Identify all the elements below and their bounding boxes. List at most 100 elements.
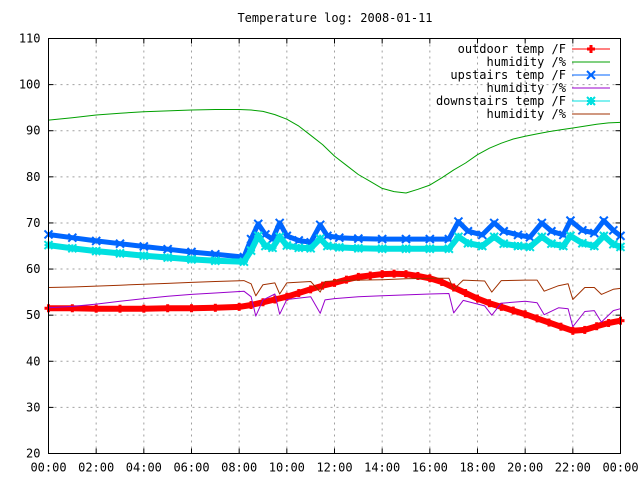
chart-title: Temperature log: 2008-01-11 bbox=[237, 11, 432, 25]
data-point bbox=[210, 256, 221, 266]
data-point bbox=[366, 271, 375, 280]
data-point bbox=[211, 303, 220, 312]
y-tick-label: 90 bbox=[26, 124, 40, 138]
data-point bbox=[353, 243, 364, 254]
y-tick-label: 100 bbox=[19, 78, 41, 92]
x-tick-label: 18:00 bbox=[459, 461, 495, 475]
data-point bbox=[545, 318, 553, 327]
data-point bbox=[489, 218, 499, 228]
data-point bbox=[499, 226, 509, 236]
data-point bbox=[477, 230, 487, 240]
data-point bbox=[390, 269, 399, 278]
data-point bbox=[139, 250, 149, 261]
legend-entry: downstairs temp /F bbox=[436, 94, 610, 108]
y-tick-label: 20 bbox=[26, 447, 40, 461]
data-point bbox=[377, 234, 387, 244]
data-point bbox=[377, 244, 387, 254]
data-point bbox=[260, 241, 271, 251]
data-point bbox=[322, 241, 333, 251]
data-point bbox=[453, 216, 464, 227]
axes: 00:00 02:00 04:00 06:00 08:00 10:00 12:00 14:00… bbox=[19, 32, 639, 475]
data-point bbox=[568, 326, 577, 335]
data-point bbox=[162, 252, 173, 263]
data-point bbox=[92, 304, 101, 313]
data-point bbox=[461, 289, 470, 298]
data-point bbox=[68, 304, 77, 313]
x-tick-label: 06:00 bbox=[173, 461, 209, 475]
legend-label: humidity /% bbox=[487, 55, 567, 69]
legend-entry: humidity /% bbox=[487, 55, 610, 69]
data-point bbox=[294, 235, 304, 246]
y-tick-label: 60 bbox=[26, 262, 40, 276]
data-point bbox=[509, 306, 518, 315]
data-point bbox=[353, 233, 364, 244]
data-point bbox=[294, 289, 303, 298]
legend-marker bbox=[587, 45, 595, 53]
data-point bbox=[477, 241, 487, 251]
legend-marker bbox=[586, 96, 596, 106]
data-point bbox=[577, 238, 588, 248]
data-point bbox=[162, 244, 173, 254]
data-point bbox=[565, 231, 576, 241]
data-point bbox=[499, 238, 509, 249]
data-point bbox=[235, 302, 244, 311]
data-point bbox=[489, 232, 499, 242]
data-point bbox=[187, 304, 196, 313]
data-point bbox=[342, 275, 351, 284]
data-point bbox=[463, 226, 473, 236]
data-point bbox=[556, 322, 565, 331]
data-point bbox=[402, 270, 410, 279]
data-point bbox=[322, 231, 333, 241]
data-point bbox=[558, 241, 569, 251]
data-point bbox=[67, 243, 78, 254]
y-tick-label: 110 bbox=[19, 32, 41, 46]
data-point bbox=[378, 270, 387, 279]
data-point bbox=[115, 248, 125, 259]
data-point bbox=[253, 231, 263, 241]
data-point bbox=[425, 234, 435, 244]
x-tick-label: 08:00 bbox=[221, 461, 257, 475]
data-point bbox=[401, 244, 411, 254]
data-point bbox=[473, 294, 482, 303]
series-line bbox=[48, 290, 621, 328]
y-tick-label: 80 bbox=[26, 170, 40, 184]
data-point bbox=[533, 314, 542, 323]
x-tick-label: 04:00 bbox=[126, 461, 162, 475]
data-point bbox=[294, 243, 304, 253]
data-point bbox=[139, 304, 148, 313]
data-point bbox=[521, 310, 530, 319]
legend-label: outdoor temp /F bbox=[458, 42, 566, 56]
y-tick-label: 40 bbox=[26, 354, 40, 368]
x-tick-label: 20:00 bbox=[507, 461, 543, 475]
data-point bbox=[599, 231, 609, 241]
data-point bbox=[91, 246, 101, 256]
y-tick-label: 50 bbox=[26, 308, 40, 322]
data-point bbox=[163, 304, 172, 313]
plot-frame bbox=[48, 38, 621, 454]
data-point bbox=[274, 218, 285, 228]
legend-label: humidity /% bbox=[487, 107, 567, 121]
x-tick-label: 14:00 bbox=[364, 461, 400, 475]
data-point bbox=[599, 215, 609, 226]
data-point bbox=[565, 215, 576, 226]
data-point bbox=[67, 232, 78, 243]
data-point bbox=[334, 232, 344, 243]
data-point bbox=[608, 239, 619, 249]
x-tick-label: 10:00 bbox=[269, 461, 305, 475]
data-point bbox=[315, 220, 325, 230]
legend-entry: upstairs temp /F bbox=[450, 68, 610, 82]
data-point bbox=[330, 278, 339, 287]
x-tick-label: 12:00 bbox=[316, 461, 352, 475]
data-point bbox=[525, 242, 535, 252]
series-3 bbox=[48, 290, 621, 328]
data-point bbox=[444, 244, 454, 254]
series-5 bbox=[48, 277, 621, 300]
data-point bbox=[270, 295, 279, 304]
series-0 bbox=[44, 269, 625, 335]
data-point bbox=[91, 236, 101, 246]
data-point bbox=[537, 218, 547, 228]
data-point bbox=[239, 256, 249, 267]
data-point bbox=[116, 304, 124, 313]
